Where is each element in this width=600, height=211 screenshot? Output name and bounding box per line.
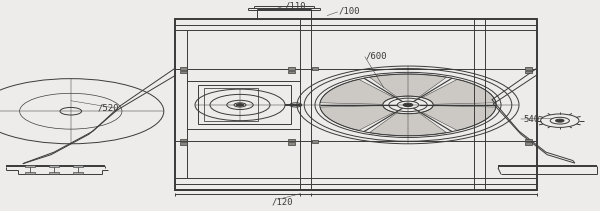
Bar xyxy=(204,88,258,121)
Wedge shape xyxy=(320,79,394,104)
Bar xyxy=(180,142,187,145)
Bar xyxy=(526,139,532,141)
Circle shape xyxy=(556,119,564,122)
Bar xyxy=(25,172,35,174)
Wedge shape xyxy=(422,106,496,131)
Bar xyxy=(312,140,319,143)
Wedge shape xyxy=(422,79,496,104)
Text: /100: /100 xyxy=(339,7,361,16)
Bar xyxy=(289,67,295,69)
Circle shape xyxy=(403,103,413,107)
Bar xyxy=(526,67,532,69)
Bar xyxy=(526,142,532,145)
Circle shape xyxy=(236,104,244,106)
Wedge shape xyxy=(320,106,394,131)
Bar xyxy=(73,165,83,167)
Bar xyxy=(198,85,291,124)
Text: /110: /110 xyxy=(284,1,306,10)
Bar xyxy=(312,67,319,69)
Text: /600: /600 xyxy=(366,51,388,60)
Text: /120: /120 xyxy=(272,197,293,206)
Bar xyxy=(180,67,187,69)
Bar xyxy=(526,71,532,73)
Wedge shape xyxy=(370,74,446,97)
Wedge shape xyxy=(370,113,446,136)
Bar xyxy=(289,139,295,141)
Text: /520: /520 xyxy=(97,104,119,112)
Bar xyxy=(289,142,295,145)
Bar xyxy=(180,139,187,141)
Bar xyxy=(25,165,35,167)
Bar xyxy=(175,19,537,190)
Bar xyxy=(289,71,295,73)
Bar xyxy=(180,71,187,73)
Bar xyxy=(73,172,83,174)
Text: 540: 540 xyxy=(523,115,539,124)
Bar xyxy=(49,165,59,167)
Bar xyxy=(49,172,59,174)
